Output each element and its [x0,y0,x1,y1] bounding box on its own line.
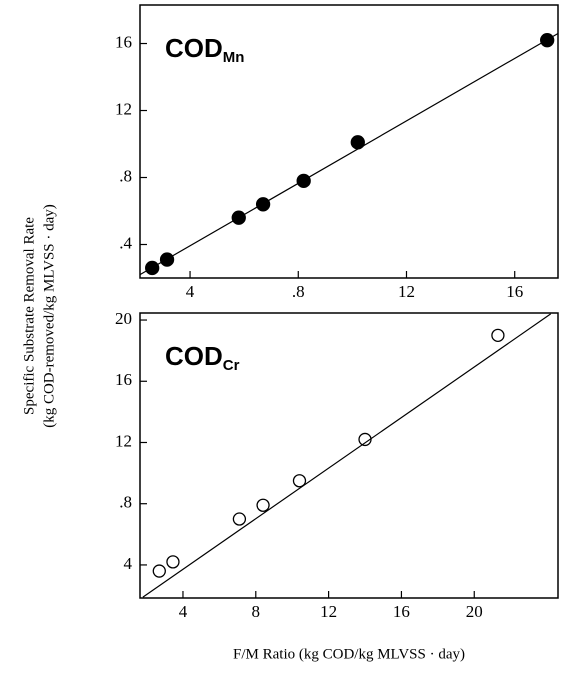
x-tick-label: 4 [179,602,188,621]
data-point [166,555,180,569]
data-point [145,260,160,276]
panel-label-text: COD [165,33,223,63]
fit-line [139,32,559,276]
fit-line [142,313,552,598]
y-axis-label: (kg COD-removed/kg MLVSS · day) [41,204,57,428]
plot-frame [139,312,559,599]
x-axis-label: F/M Ratio (kg COD/kg MLVSS · day) [233,646,465,662]
y-tick-label: .8 [119,493,132,512]
x-tick-label: 8 [252,602,261,621]
data-point [255,197,271,212]
y-tick-label: .4 [119,233,132,252]
data-point [540,33,555,48]
plot-frame [139,4,559,279]
x-tick-label: 12 [320,602,337,621]
y-axis-label: Specific Substrate Removal Rate [21,217,37,415]
y-tick-label: 12 [115,99,132,118]
y-tick-label: 16 [115,32,132,51]
data-point [292,474,307,488]
x-tick-label: 16 [506,282,523,301]
x-tick-label: 16 [393,602,410,621]
data-point [358,432,372,447]
panel-label-subscript: Cr [223,357,240,374]
panel-label: CODCr [165,341,240,374]
y-tick-label: 16 [115,370,132,389]
data-point [256,498,270,512]
y-tick-label: 4 [124,554,133,573]
x-tick-label: 4 [186,282,195,301]
data-point [152,564,166,578]
x-tick-label: .8 [292,282,305,301]
panel-label: CODMn [165,33,244,66]
data-point [231,210,246,225]
y-tick-label: .8 [119,166,132,185]
data-point [350,135,365,150]
y-tick-label: 20 [115,309,132,328]
data-point [159,252,175,267]
data-point [232,512,247,526]
x-tick-label: 20 [466,602,483,621]
y-tick-label: 12 [115,431,132,450]
panel-label-subscript: Mn [223,49,245,66]
x-tick-label: 12 [398,282,415,301]
panel-label-text: COD [165,341,223,371]
data-point [491,328,505,342]
data-point [296,173,311,189]
